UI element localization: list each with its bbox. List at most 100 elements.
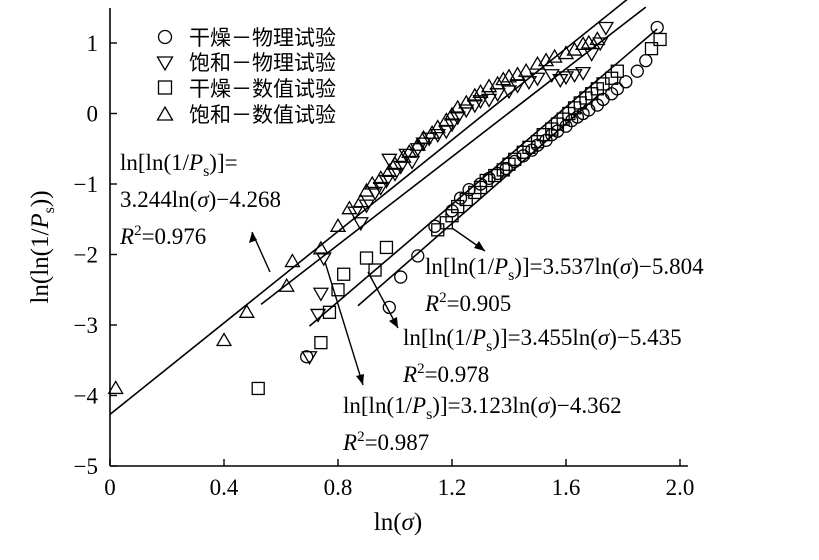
x-tick-label: 1.2	[438, 475, 467, 500]
axis-ticks: 0 0.4 0.8 1.2 1.6 2.0 −5 −4 −3 −2 −1 0 1	[74, 31, 695, 500]
y-tick-label: 1	[87, 31, 99, 56]
data-point-triangle-up	[574, 36, 592, 51]
legend-marker-square	[157, 80, 173, 95]
data-point-triangle-down	[378, 174, 395, 189]
data-point-circle	[650, 20, 664, 35]
data-point-circle	[394, 270, 408, 284]
data-point-square	[379, 240, 394, 255]
data-point-triangle-down	[415, 137, 432, 152]
data-point-triangle-down	[597, 21, 615, 36]
annotation-1-line1: ln[ln(1/Ps)]=	[120, 150, 238, 180]
fit-line-2	[357, 93, 601, 307]
data-point-circle	[619, 75, 633, 89]
data-point-triangle-up	[409, 136, 426, 151]
data-point-triangle-up	[238, 304, 255, 318]
data-point-triangle-up	[215, 332, 233, 347]
data-point-triangle-down	[315, 252, 332, 267]
x-tick-label: 0.8	[324, 475, 353, 500]
data-point-square	[508, 152, 522, 166]
y-tick-label: −2	[74, 243, 98, 268]
annotation-1-line2: 3.244ln(σ)−4.268	[120, 187, 281, 212]
data-point-triangle-down	[352, 217, 369, 232]
data-point-square	[610, 64, 624, 78]
data-point-circle	[499, 161, 513, 176]
annotation-4-equation: ln[ln(1/Ps)]=3.123ln(σ)−4.362	[343, 393, 622, 423]
data-point-triangle-down	[386, 167, 404, 182]
data-point-circle	[639, 53, 653, 68]
data-point-triangle-up	[352, 193, 369, 208]
data-point-triangle-down	[472, 95, 489, 110]
y-tick-label: −1	[74, 172, 98, 197]
data-point-square	[322, 305, 337, 319]
data-point-triangle-down	[574, 66, 592, 81]
data-point-triangle-up	[443, 106, 461, 121]
x-tick-label: 2.0	[666, 475, 695, 500]
annotation-3-arrow	[367, 271, 399, 329]
annotation-fit-3: ln[ln(1/Ps)]=3.455ln(σ)−5.435 R2=0.978	[367, 271, 682, 387]
data-point-square	[368, 263, 382, 277]
data-point-circle	[382, 300, 396, 315]
data-point-triangle-down	[458, 104, 475, 119]
data-point-triangle-up	[386, 155, 404, 170]
data-point-triangle-up	[466, 87, 483, 102]
data-point-triangle-down	[543, 69, 560, 84]
x-tick-label: 0	[104, 475, 116, 500]
data-point-triangle-up	[284, 253, 301, 268]
y-tick-label: −3	[74, 313, 98, 338]
data-point-triangle-down	[500, 85, 518, 100]
legend: 干燥－物理试验 饱和－物理试验 干燥－数值试验 饱和－数值试验	[156, 26, 336, 127]
annotation-3-r2: R2=0.978	[402, 361, 489, 387]
data-point-triangle-up	[381, 163, 398, 177]
data-point-triangle-up	[329, 218, 347, 232]
data-point-triangle-up	[372, 170, 389, 185]
legend-label-1: 干燥－物理试验	[189, 26, 336, 50]
data-point-triangle-down	[466, 99, 483, 114]
data-point-triangle-down	[421, 132, 438, 147]
annotation-1-arrowhead	[249, 232, 257, 243]
data-point-triangle-down	[480, 93, 498, 108]
legend-marker-triangle-down	[156, 56, 174, 72]
legend-marker-triangle-up	[156, 105, 174, 121]
legend-marker-circle	[157, 29, 173, 45]
data-point-triangle-up	[546, 48, 563, 63]
data-point-triangle-up	[495, 71, 512, 86]
y-tick-label: 0	[87, 102, 99, 127]
x-tick-label: 1.6	[552, 475, 581, 500]
data-point-triangle-down	[529, 72, 546, 87]
data-point-square	[251, 381, 265, 396]
annotation-2-r2: R2=0.905	[424, 290, 511, 316]
data-point-square	[653, 32, 667, 47]
data-point-triangle-down	[449, 111, 466, 126]
data-point-triangle-up	[358, 182, 375, 197]
data-point-triangle-down	[309, 308, 327, 323]
x-tick-label: 0.4	[210, 475, 239, 500]
data-point-triangle-up	[480, 78, 498, 93]
annotation-3-arrowhead	[389, 317, 398, 328]
y-tick-label: −5	[74, 454, 98, 479]
data-point-triangle-down	[301, 351, 318, 366]
data-point-square	[459, 192, 473, 207]
data-point-triangle-down	[312, 287, 330, 302]
data-point-circle	[411, 249, 425, 263]
annotation-1-r2: R2=0.976	[119, 223, 206, 249]
data-point-square	[337, 267, 351, 281]
data-point-circle	[428, 219, 442, 233]
data-point-square	[314, 335, 328, 350]
data-point-triangle-down	[392, 160, 409, 175]
data-point-triangle-up	[395, 148, 412, 163]
data-point-square	[451, 199, 465, 214]
data-point-circle	[630, 64, 644, 78]
data-point-triangle-up	[312, 240, 330, 255]
data-point-triangle-down	[566, 69, 583, 84]
data-point-triangle-up	[517, 62, 535, 77]
data-point-triangle-up	[415, 129, 432, 144]
legend-label-3: 干燥－数值试验	[189, 77, 336, 101]
y-axis-title: ln(ln(1/Ps))	[27, 190, 58, 303]
y-tick-label: −4	[74, 384, 99, 409]
data-point-triangle-down	[583, 47, 600, 62]
annotation-2-arrowhead	[474, 241, 485, 251]
annotation-4-arrow	[324, 261, 364, 386]
data-point-square	[479, 173, 493, 188]
data-point-triangle-up	[107, 380, 124, 395]
